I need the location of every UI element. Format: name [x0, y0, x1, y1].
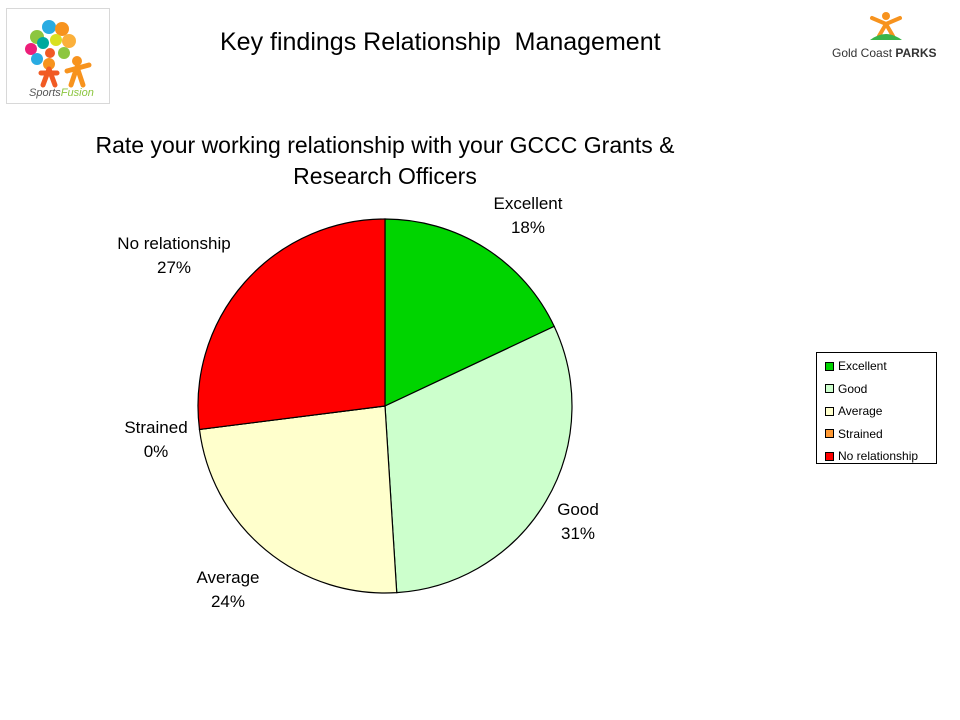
chart-title: Rate your working relationship with your…: [95, 132, 675, 189]
page-title: Key findings Relationship Management: [220, 28, 661, 56]
sportsfusion-emblem-icon: [25, 20, 92, 88]
legend-swatch: [825, 406, 834, 416]
legend-item-no-relationship: No relationship: [825, 445, 936, 468]
pie-slice-excellent: [384, 218, 555, 407]
sportsfusion-logo: SportsFusion: [6, 8, 110, 104]
slice-label-no-relationship: No relationship 27%: [117, 234, 231, 277]
legend-item-good: Good: [825, 378, 936, 401]
pie-slice-no-relationship: [197, 218, 386, 431]
gold-coast-parks-wordmark: Gold Coast PARKS: [832, 46, 937, 60]
legend-swatch: [825, 361, 834, 371]
legend-item-excellent: Excellent: [825, 355, 936, 378]
legend-swatch: [825, 429, 834, 439]
legend-swatch: [825, 384, 834, 394]
gold-coast-parks-logo: Gold Coast PARKS: [828, 10, 940, 70]
slice-label-average: Average 24%: [196, 568, 260, 611]
chart-legend: Excellent Good Average Strained No relat…: [816, 352, 937, 464]
slice-label-good: Good 31%: [557, 500, 599, 543]
legend-swatch: [825, 451, 834, 461]
slice-label-excellent: Excellent 18%: [493, 194, 563, 237]
legend-item-average: Average: [825, 400, 936, 423]
sportsfusion-wordmark: SportsFusion: [29, 87, 94, 99]
pie-slice-average: [198, 405, 398, 594]
pie-slice-good: [384, 325, 573, 594]
slice-label-strained: Strained 0%: [124, 418, 188, 461]
legend-item-strained: Strained: [825, 423, 936, 446]
parks-figure-icon: [870, 12, 902, 40]
